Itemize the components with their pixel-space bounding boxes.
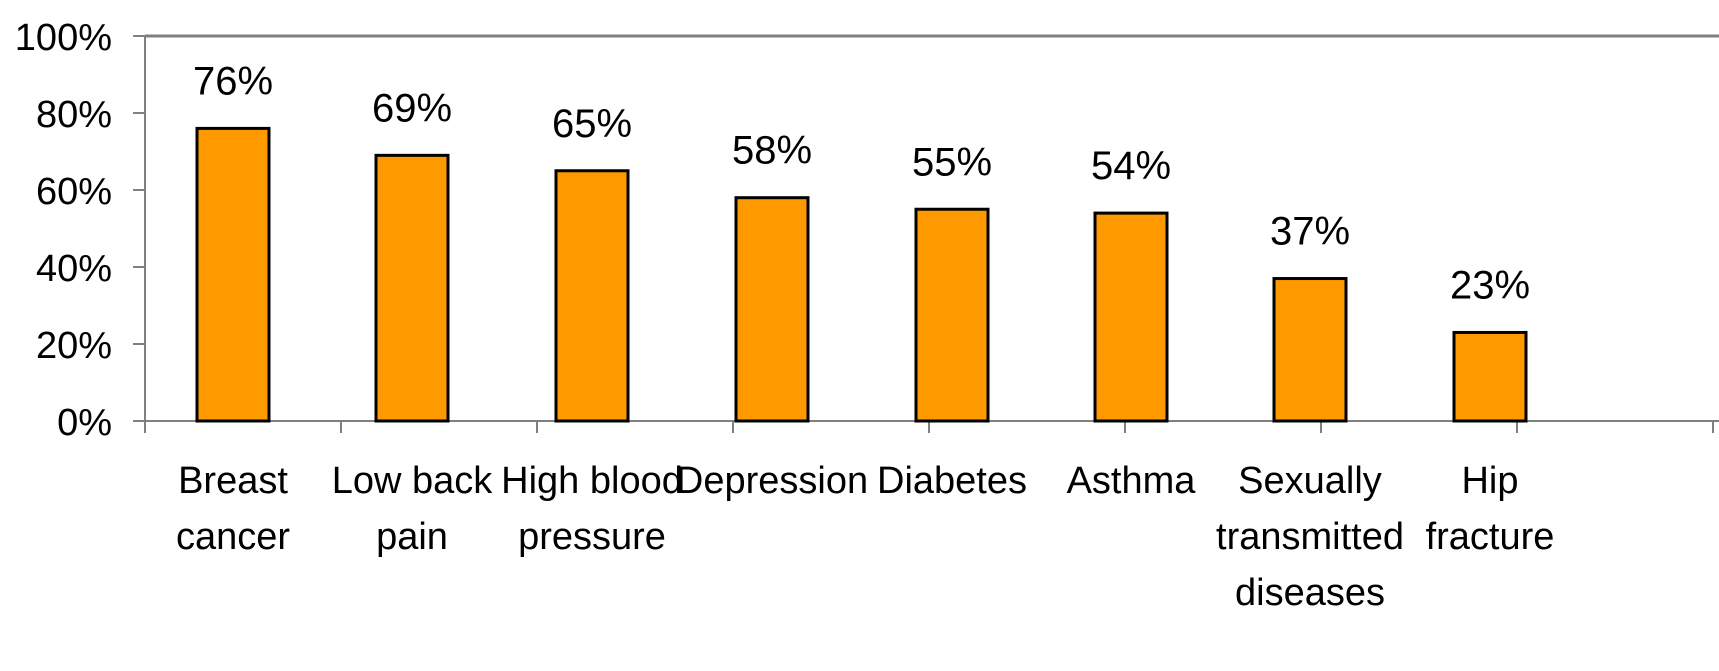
bar-7 [1452, 330, 1528, 423]
category-label-6: diseases [1235, 572, 1385, 614]
y-tick-label: 20% [36, 325, 112, 367]
category-label-6: Sexually [1238, 460, 1382, 502]
data-label-6: 37% [1270, 210, 1350, 254]
data-label-5: 54% [1091, 144, 1171, 188]
y-tick-label: 40% [36, 248, 112, 290]
category-label-5: Asthma [1067, 460, 1197, 502]
category-label-7: Hip [1461, 460, 1518, 502]
y-tick-label: 0% [57, 402, 112, 444]
y-tick-label: 100% [15, 17, 112, 59]
data-label-4: 55% [912, 140, 992, 184]
bar-3 [734, 196, 810, 423]
data-label-3: 58% [732, 129, 812, 173]
bar-1 [374, 153, 450, 423]
bar-6 [1272, 277, 1348, 423]
bar-2 [554, 169, 630, 423]
data-label-2: 65% [552, 102, 632, 146]
data-label-0: 76% [193, 59, 273, 103]
category-label-0: Breast [178, 460, 288, 502]
bar-5 [1093, 211, 1169, 423]
data-label-7: 23% [1450, 263, 1530, 307]
data-label-1: 69% [372, 86, 452, 130]
bar-0 [195, 126, 271, 423]
category-label-7: fracture [1426, 516, 1555, 558]
y-tick-label: 60% [36, 171, 112, 213]
category-label-1: pain [376, 516, 448, 558]
category-label-1: Low back [332, 460, 494, 502]
category-label-2: pressure [518, 516, 666, 558]
category-label-6: transmitted [1216, 516, 1404, 558]
category-label-4: Diabetes [877, 460, 1027, 502]
bar-4 [914, 207, 990, 423]
category-label-3: Depression [676, 460, 868, 502]
category-label-0: cancer [176, 516, 290, 558]
category-label-2: High blood [501, 460, 683, 502]
y-tick-label: 80% [36, 94, 112, 136]
